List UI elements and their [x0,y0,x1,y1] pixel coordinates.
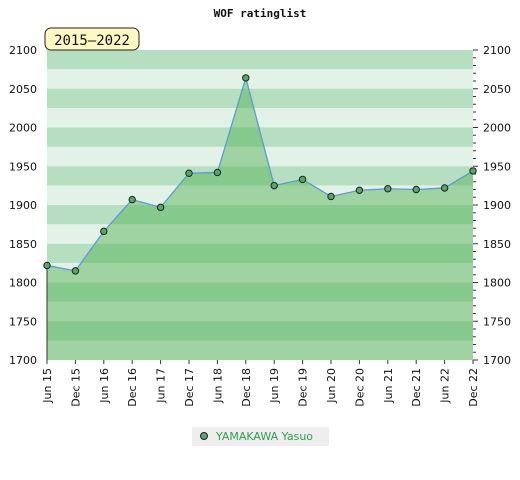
y-tick-label-left: 1750 [9,315,37,328]
y-tick-label-left: 2000 [9,122,37,135]
data-point [128,195,136,204]
data-point [412,185,420,194]
data-point [384,185,392,193]
background-band [47,224,473,244]
x-tick-label: Jun 15 [41,368,54,404]
x-tick-label: Jun 17 [155,368,168,404]
background-band [47,88,473,109]
data-point [298,175,307,184]
y-tick-label-right: 1700 [483,354,511,367]
data-point [100,227,108,236]
data-point [327,192,335,201]
y-tick-label-left: 1850 [9,238,37,251]
background-band [47,321,473,341]
period-badge-box [44,27,140,51]
background-band [47,108,473,128]
left-y-axis: 1700 1750 1800 1850 1900 1950 2000 2050 2100 [9,44,37,367]
y-tick-label-left: 1700 [9,354,37,367]
y-tick-label-right: 1750 [483,315,511,328]
x-tick-label: Dec 20 [353,368,366,407]
data-point [469,167,477,175]
background-band [47,340,473,360]
y-tick-label-left: 2100 [9,44,37,57]
background-band [47,166,473,186]
background-band [47,69,473,89]
y-tick-label-right: 2050 [483,83,511,96]
data-point [156,203,165,212]
y-tick-label-right: 1800 [483,277,511,290]
x-tick-label: Dec 15 [69,368,82,407]
rating-area [46,75,474,361]
y-tick-label-right: 1900 [483,199,511,212]
y-tick-label-left: 1900 [9,199,37,212]
legend: YAMAKAWA Yasuo [192,427,329,446]
data-point [355,186,364,194]
x-axis: Jun 15 Dec 15 Jun 16 Dec 16 Jun 17 Dec 17 Jun … [41,360,480,407]
x-tick-label: Jun 19 [268,368,281,404]
x-tick-label: Dec 16 [126,368,139,407]
y-tick-label-right: 2000 [483,122,511,135]
legend-series-name: YAMAKAWA Yasuo [215,430,313,443]
background-band [47,282,473,302]
period-badge: 2015–2022 [44,27,140,51]
data-point [213,168,222,177]
y-tick-label-left: 1800 [9,277,37,290]
data-point [440,184,449,192]
data-point [270,181,278,190]
x-tick-label: Jun 18 [211,368,224,404]
y-tick-label-right: 1950 [483,160,511,173]
legend-box [192,427,329,446]
background-band [47,146,473,167]
x-tick-label: Dec 19 [297,368,310,407]
x-tick-label: Jun 16 [98,368,111,404]
y-tick-label-right: 2100 [483,44,511,57]
background-band [47,127,473,147]
background-band [47,263,473,283]
y-tick-label-right: 1850 [483,238,511,251]
data-points [43,74,477,275]
data-point [71,267,80,275]
chart-title: WOF ratinglist [214,7,307,20]
y-tick-label-left: 1950 [9,160,37,173]
background-band [47,205,473,225]
series-area-fill [47,77,473,361]
background-band [47,301,473,322]
right-y-axis: 1700 1750 1800 1850 1900 1950 2000 2050 2100 [473,44,511,367]
x-tick-label: Jun 22 [439,368,452,404]
legend-marker [200,432,208,440]
period-label: 2015–2022 [54,33,130,49]
y-tick-label-left: 2050 [9,83,37,96]
series-line [46,75,474,272]
x-tick-label: Jun 21 [382,368,395,404]
data-point [185,169,193,177]
background-band [47,243,473,264]
x-tick-label: Dec 18 [240,368,253,407]
x-tick-label: Dec 21 [410,368,423,407]
x-tick-label: Dec 17 [183,368,196,407]
x-tick-label: Jun 20 [325,368,338,404]
data-point [242,74,250,82]
background-band [47,50,473,70]
x-tick-label: Dec 22 [467,368,480,407]
data-point [43,261,51,270]
